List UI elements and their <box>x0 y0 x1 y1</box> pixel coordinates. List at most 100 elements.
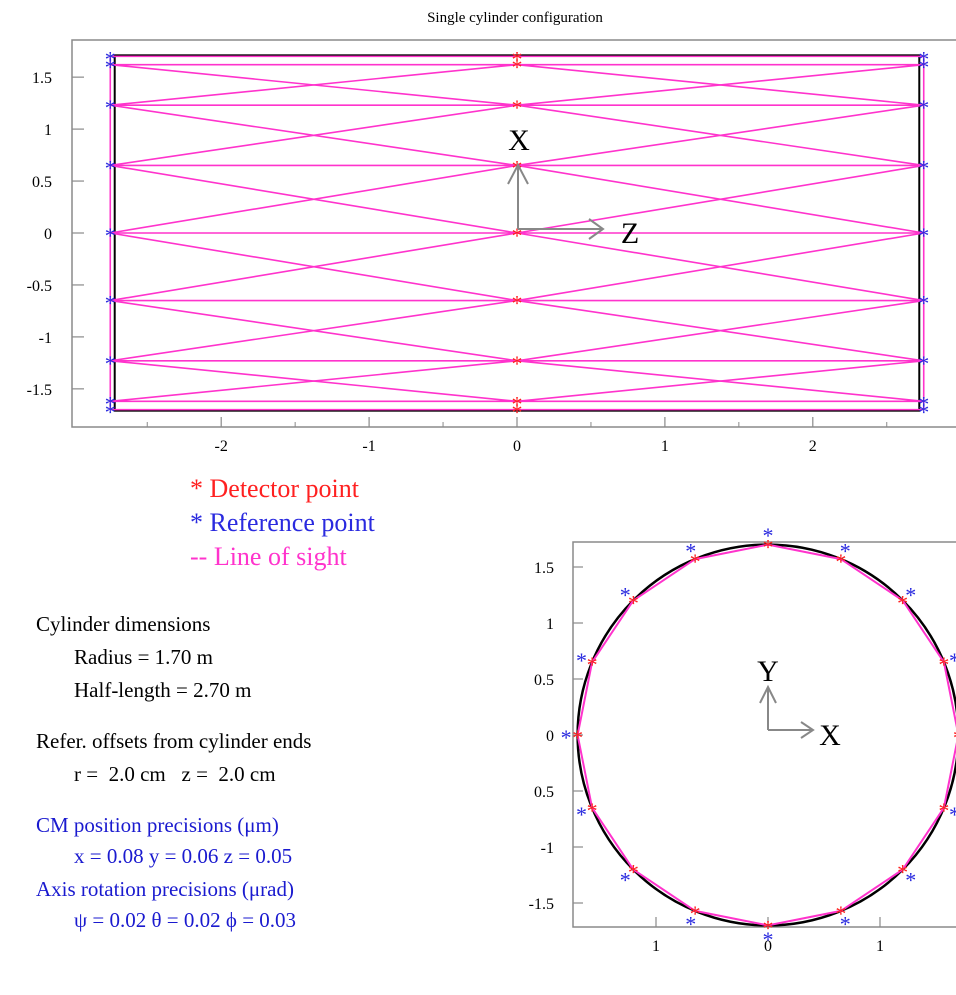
line-of-sight <box>516 63 924 106</box>
end-axis-arrows: Y X <box>757 655 841 752</box>
reference-point: * <box>105 46 116 71</box>
axis-precision-line: ψ = 0.02 θ = 0.02 ϕ = 0.03 <box>74 908 297 932</box>
reference-point: * <box>949 648 956 673</box>
halflength-line: Half-length = 2.70 m <box>74 678 252 702</box>
end-y-tick-label: -1 <box>541 840 554 857</box>
detector-point: * <box>587 798 598 823</box>
detector-point: * <box>512 400 523 425</box>
line-of-sight <box>516 299 924 362</box>
reference-point: * <box>105 391 116 416</box>
reference-point: * <box>763 927 774 952</box>
reference-point: * <box>949 802 956 827</box>
x-tick-label: 0 <box>513 438 521 455</box>
legend-reference: * Reference point <box>190 508 375 537</box>
detector-point: * <box>690 901 701 926</box>
x-tick-label: -2 <box>215 438 228 455</box>
reference-point: * <box>105 95 116 120</box>
line-of-sight <box>516 164 924 234</box>
line-of-sight <box>516 104 924 167</box>
reference-point: * <box>763 525 774 548</box>
end-arrow-label-y: Y <box>757 655 779 688</box>
end-y-tick-label: -1.5 <box>529 896 554 913</box>
arrow-label-z: Z <box>621 217 639 250</box>
axis-precision-heading: Axis rotation precisions (μrad) <box>36 877 294 901</box>
reference-point: * <box>918 155 929 180</box>
x-tick-group: -2 -1 0 1 2 <box>146 417 888 455</box>
detector-point: * <box>938 652 949 677</box>
detector-point: * <box>628 860 639 885</box>
info-panel: Cylinder dimensions Radius = 1.70 m Half… <box>36 612 496 933</box>
line-of-sight-group <box>109 55 925 411</box>
y-tick-label: 0.5 <box>32 174 52 191</box>
end-y-tick-label: 0 <box>546 728 554 745</box>
detector-point: * <box>512 391 523 416</box>
detector-point: * <box>512 55 523 80</box>
end-y-tick-label: 1.5 <box>534 560 554 577</box>
detector-point: * <box>572 725 583 750</box>
radius-line: Radius = 1.70 m <box>74 645 214 669</box>
legend-detector: * Detector point <box>190 474 359 503</box>
reference-point: * <box>918 400 929 425</box>
line-of-sight <box>110 360 518 403</box>
detector-point: * <box>897 590 908 615</box>
cylinder-dimensions-heading: Cylinder dimensions <box>36 612 211 636</box>
reference-point: * <box>685 911 696 936</box>
arrow-label-x: X <box>508 124 530 157</box>
offsets-heading: Refer. offsets from cylinder ends <box>36 729 312 753</box>
end-x-tick-label: 0 <box>764 938 772 955</box>
reference-point: * <box>685 539 696 564</box>
detector-point: * <box>763 915 774 940</box>
detector-point: * <box>512 291 523 316</box>
line-of-sight <box>110 104 518 167</box>
reference-point: * <box>620 582 631 607</box>
reference-point: * <box>105 55 116 80</box>
y-tick-label: 1 <box>44 122 52 139</box>
end-x-tick-group: 1 0 1 <box>652 917 884 955</box>
x-tick-label: 1 <box>661 438 669 455</box>
line-of-sight <box>516 360 924 403</box>
reference-point: * <box>905 868 916 893</box>
axis-arrows: X Z <box>507 124 639 250</box>
detector-point: * <box>628 590 639 615</box>
reference-point: * <box>918 351 929 376</box>
y-tick-label: 1.5 <box>32 70 52 87</box>
line-of-sight <box>110 299 518 362</box>
reference-point: * <box>918 55 929 80</box>
end-y-tick-label: 0.5 <box>534 784 554 801</box>
reference-point: * <box>840 539 851 564</box>
line-of-sight <box>110 232 518 302</box>
end-y-tick-label: 1 <box>546 616 554 633</box>
y-tick-label: -1.5 <box>27 382 52 399</box>
end-arrow-label-x: X <box>819 719 841 752</box>
reference-point: * <box>105 155 116 180</box>
reference-point: * <box>105 351 116 376</box>
detector-point: * <box>897 860 908 885</box>
detector-point: * <box>938 798 949 823</box>
detector-point: * <box>953 725 956 750</box>
y-tick-group: 1.5 1 0.5 0 -0.5 -1 -1.5 <box>27 70 84 399</box>
cm-precision-line: x = 0.08 y = 0.06 z = 0.05 <box>74 844 293 868</box>
legend-line-of-sight: -- Line of sight <box>190 542 347 571</box>
line-of-sight <box>110 63 518 106</box>
end-x-tick-label: 1 <box>876 938 884 955</box>
x-tick-label: 2 <box>809 438 817 455</box>
y-tick-label: -1 <box>39 330 52 347</box>
detector-point: * <box>512 351 523 376</box>
end-y-tick-label: 0.5 <box>534 672 554 689</box>
reference-point: * <box>576 802 587 827</box>
detector-point: * <box>835 549 846 574</box>
reference-point: * <box>905 582 916 607</box>
cm-precision-heading: CM position precisions (μm) <box>36 813 279 837</box>
reference-point: * <box>840 911 851 936</box>
detector-point: * <box>587 652 598 677</box>
reference-point: * <box>918 223 929 248</box>
y-tick-label: -0.5 <box>27 278 52 295</box>
end-y-tick-group: 1.5 1 0.5 0 0.5 -1 -1.5 <box>529 560 583 913</box>
detector-point: * <box>512 95 523 120</box>
reference-point: * <box>620 868 631 893</box>
reference-point: * <box>918 291 929 316</box>
reference-point: * <box>105 223 116 248</box>
reference-point: * <box>105 400 116 425</box>
marker-group: *************************** <box>105 46 929 424</box>
